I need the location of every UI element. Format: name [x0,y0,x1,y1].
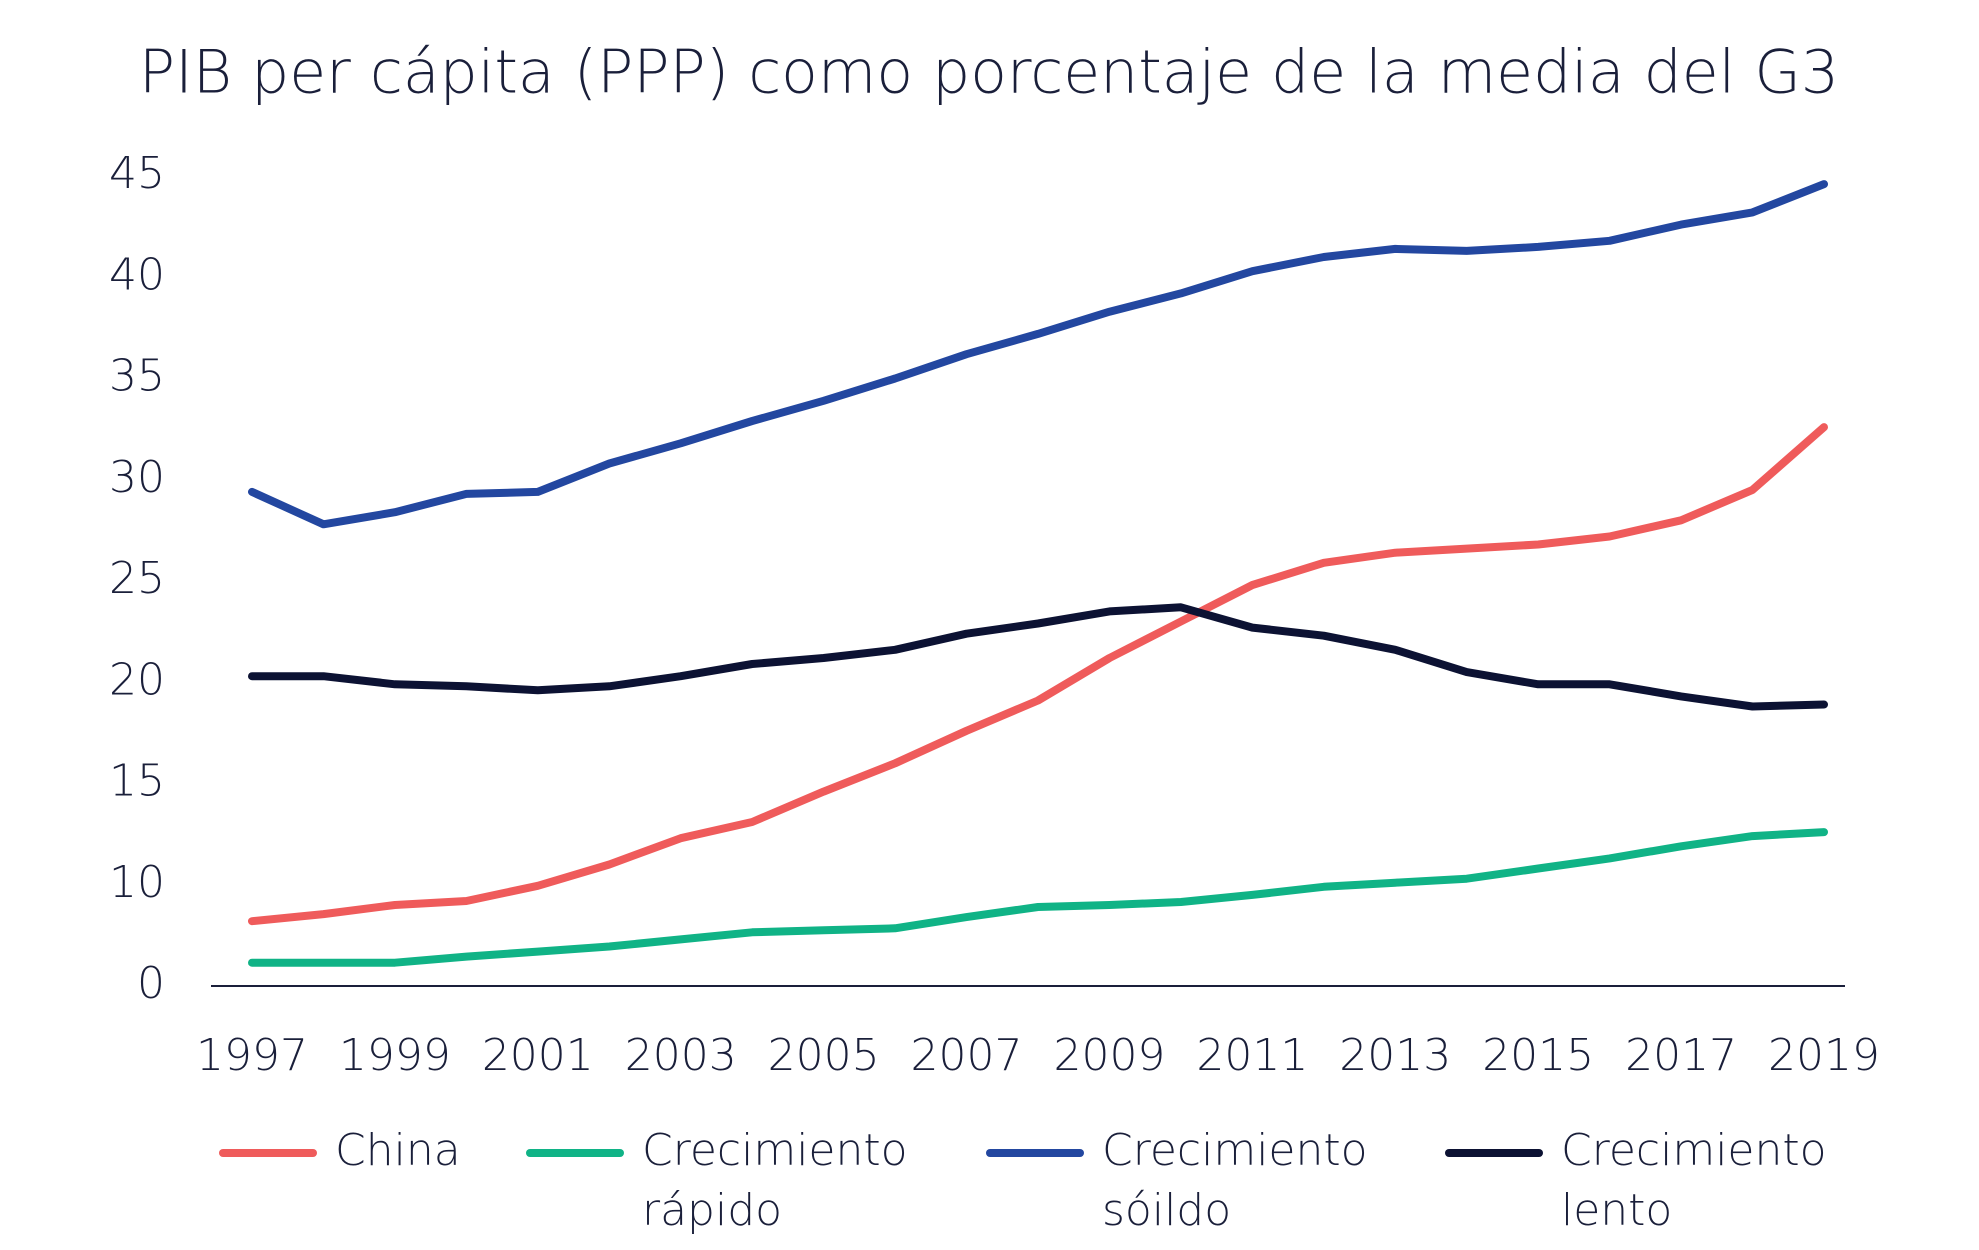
y-tick-label: 20 [109,654,165,705]
x-tick-label: 2011 [1196,1030,1308,1081]
x-tick-label: 2009 [1053,1030,1165,1081]
y-tick-label: 30 [109,452,165,503]
y-tick-label: 45 [109,148,165,199]
x-tick-label: 1997 [196,1030,308,1081]
legend-item: China [219,1125,461,1176]
x-tick-label: 2019 [1768,1030,1880,1081]
y-tick-label: 0 [137,958,165,1009]
x-tick-label: 2001 [482,1030,594,1081]
y-tick-label: 15 [109,756,165,807]
legend-label: China [335,1125,461,1176]
y-tick-label: 25 [109,553,165,604]
x-tick-label: 2015 [1482,1030,1594,1081]
y-tick-label: 40 [109,249,165,300]
series-line [248,180,1828,529]
legend-label: Crecimiento sóildo [1102,1125,1368,1236]
y-tick-label: 10 [109,857,165,908]
series-line [248,603,1828,711]
x-tick-label: 2003 [625,1030,737,1081]
legend-item: Crecimiento sóildo [986,1125,1368,1236]
x-tick-label: 2017 [1625,1030,1737,1081]
legend-label: Crecimiento rápido [642,1125,908,1236]
x-tick-label: 2007 [911,1030,1023,1081]
legend-item: Crecimiento lento [1445,1125,1827,1236]
y-tick-label: 35 [109,351,165,402]
series-line [248,423,1828,926]
x-tick-label: 1999 [339,1030,451,1081]
chart-title: PIB per cápita (PPP) como porcentaje de … [139,38,1839,108]
x-tick-label: 2013 [1339,1030,1451,1081]
legend-item: Crecimiento rápido [526,1125,908,1236]
x-tick-label: 2005 [768,1030,880,1081]
legend-label: Crecimiento lento [1561,1125,1827,1236]
series-line [248,828,1828,967]
